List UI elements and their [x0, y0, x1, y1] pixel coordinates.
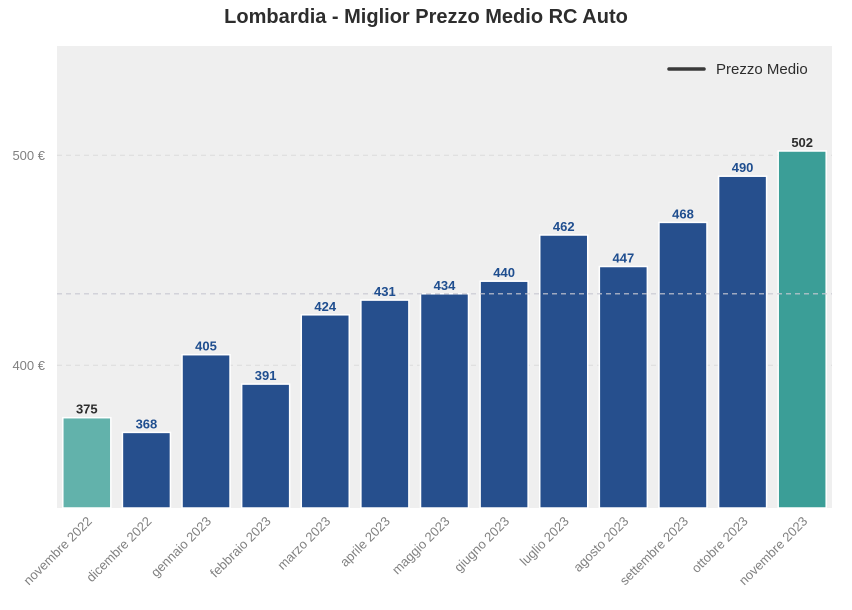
x-tick-label: febbraio 2023 [207, 514, 274, 581]
y-tick-label: 500 € [12, 148, 45, 163]
x-tick-label: agosto 2023 [570, 514, 631, 575]
x-tick-label: aprile 2023 [337, 514, 393, 570]
bar-value-label: 434 [434, 278, 456, 293]
bar-12 [717, 175, 768, 509]
bars [62, 150, 827, 509]
bar-6 [360, 299, 410, 509]
y-tick-label: 400 € [12, 358, 45, 373]
x-tick-label: maggio 2023 [389, 514, 453, 578]
bar-value-label: 368 [136, 416, 158, 431]
bar-8 [479, 280, 529, 509]
bar-value-labels: 375 368 405 391 424 431 434 440 462 447 468 490 502 [76, 135, 813, 431]
legend: Prezzo Medio [667, 61, 808, 78]
bar-9 [538, 234, 589, 509]
bar-13 [777, 150, 827, 509]
x-tick-label: giugno 2023 [451, 514, 512, 575]
x-tick-label: marzo 2023 [274, 514, 333, 573]
bar-value-label: 391 [255, 368, 277, 383]
bar-value-label: 431 [374, 284, 396, 299]
bar-value-label: 447 [612, 251, 634, 266]
bar-10 [598, 265, 649, 509]
x-tick-label: ottobre 2023 [688, 514, 750, 576]
x-tick-label: novembre 2022 [20, 514, 94, 588]
x-tick-label: luglio 2023 [517, 514, 572, 569]
bar-4 [240, 383, 291, 509]
bar-value-label: 440 [493, 265, 515, 280]
bar-value-label: 405 [195, 339, 217, 354]
bar-value-label: 424 [314, 299, 336, 314]
bar-value-label: 375 [76, 402, 98, 417]
bar-1 [62, 416, 112, 509]
bar-value-label: 468 [672, 206, 694, 221]
bar-value-label: 502 [791, 135, 813, 150]
bar-value-label: 490 [732, 160, 754, 175]
bar-value-label: 462 [553, 219, 575, 234]
bar-5 [300, 314, 351, 509]
bar-11 [658, 221, 708, 509]
bar-2 [121, 431, 172, 509]
y-axis-ticks: 400 € 500 € [12, 148, 45, 373]
x-tick-label: gennaio 2023 [148, 514, 214, 580]
legend-label: Prezzo Medio [716, 61, 808, 78]
chart-title: Lombardia - Miglior Prezzo Medio RC Auto [224, 6, 628, 28]
bar-3 [181, 353, 231, 509]
bar-7 [419, 293, 470, 509]
